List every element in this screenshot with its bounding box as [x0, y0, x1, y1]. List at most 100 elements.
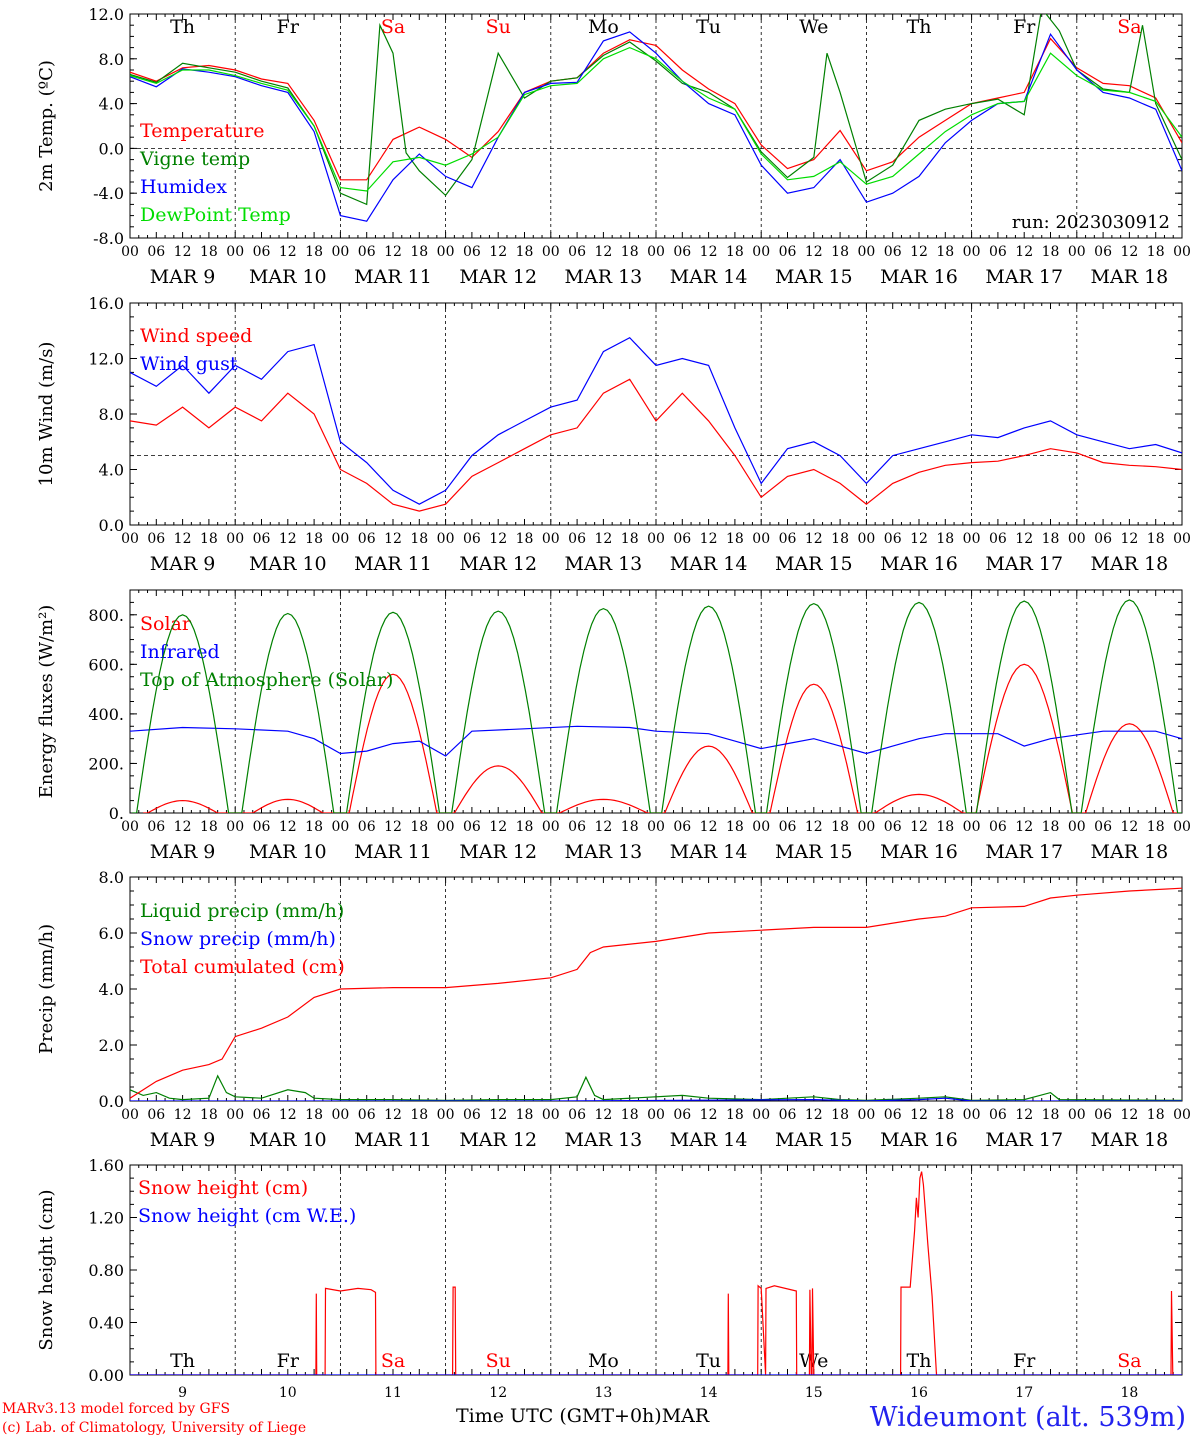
series-line-snow-height-cm- [130, 1171, 1182, 1375]
x-hour-label: 18 [831, 244, 849, 260]
series-line-snow-precip-mm-h- [130, 1097, 1182, 1101]
x-date-label: MAR 16 [880, 841, 958, 863]
x-hour-label: 18 [410, 819, 428, 835]
x-hour-label: 06 [989, 819, 1007, 835]
panel-4: 0.0 2.0 4.0 6.0 8.0 Precip (mm/h) 00 06 12 18 00 06… [36, 868, 1191, 1151]
y-tick-label: 0.00 [88, 1366, 124, 1385]
x-hour-label: 12 [594, 819, 612, 835]
y-tick-label: 800. [88, 606, 124, 625]
x-date-label: MAR 10 [249, 841, 327, 863]
x-date-label: MAR 9 [150, 266, 216, 288]
x-hour-label: 12 [489, 1107, 507, 1123]
weekday-label: Fr [1013, 1350, 1036, 1372]
x-date-label: MAR 15 [775, 1129, 853, 1151]
x-hour-label: 18 [200, 819, 218, 835]
x-hour-label: 00 [1068, 819, 1086, 835]
x-date-label: MAR 14 [670, 1129, 748, 1151]
weekday-label: Th [907, 1350, 932, 1372]
x-hour-label: 12 [700, 1107, 718, 1123]
x-hour-label: 00 [752, 244, 770, 260]
x-hour-label: 06 [673, 1107, 691, 1123]
y-tick-label: 8.0 [99, 405, 124, 424]
y-axis-label: Precip (mm/h) [36, 924, 57, 1054]
weekday-label: Sa [381, 16, 405, 38]
x-hour-label: 12 [489, 531, 507, 547]
y-tick-label: 12.0 [88, 350, 124, 369]
weekday-label: Th [907, 16, 932, 38]
x-hour-label: 00 [437, 1107, 455, 1123]
x-hour-label: 00 [542, 1107, 560, 1123]
y-tick-label: 1.60 [88, 1156, 124, 1175]
x-hour-label: 18 [200, 531, 218, 547]
x-hour-label: 06 [568, 531, 586, 547]
x-hour-label: 18 [936, 244, 954, 260]
x-hour-label: 00 [647, 531, 665, 547]
x-hour-label: 12 [805, 819, 823, 835]
x-hour-label: 12 [700, 819, 718, 835]
x-hour-label: 12 [279, 1107, 297, 1123]
y-tick-label: 12.0 [88, 5, 124, 24]
x-hour-label: 00 [1068, 1107, 1086, 1123]
x-hour-label: 06 [147, 819, 165, 835]
x-hour-label: 18 [726, 819, 744, 835]
x-hour-label: 12 [1120, 819, 1138, 835]
weekday-label: Tu [696, 1350, 721, 1372]
series-line-temperature [130, 37, 1182, 181]
x-day-number: 17 [1015, 1385, 1033, 1401]
x-date-label: MAR 13 [565, 266, 643, 288]
x-hour-label: 12 [1015, 1107, 1033, 1123]
x-hour-label: 12 [489, 244, 507, 260]
y-axis-label: Snow height (cm) [36, 1189, 57, 1350]
copyright-credit: (c) Lab. of Climatology, University of L… [2, 1420, 307, 1436]
x-hour-label: 12 [910, 531, 928, 547]
x-axis-month: MAR [661, 1405, 710, 1427]
x-hour-label: 12 [174, 531, 192, 547]
x-hour-label: 00 [121, 1107, 139, 1123]
weekday-label: Fr [1013, 16, 1036, 38]
legend-label: Temperature [140, 120, 264, 142]
x-hour-label: 00 [542, 244, 560, 260]
x-hour-label: 06 [463, 531, 481, 547]
x-hour-label: 12 [1120, 244, 1138, 260]
x-hour-label: 18 [200, 244, 218, 260]
x-hour-label: 06 [253, 1107, 271, 1123]
x-hour-label: 06 [253, 531, 271, 547]
x-date-label: MAR 14 [670, 266, 748, 288]
x-hour-label: 00 [647, 819, 665, 835]
weekday-label: Mo [588, 16, 619, 38]
y-tick-label: 0.0 [99, 1092, 124, 1111]
x-hour-label: 12 [700, 244, 718, 260]
x-date-label: MAR 14 [670, 553, 748, 575]
x-hour-label: 12 [384, 1107, 402, 1123]
x-hour-label: 18 [305, 244, 323, 260]
x-hour-label: 00 [647, 244, 665, 260]
x-hour-label: 12 [594, 244, 612, 260]
station-name: Wideumont (alt. 539m) [869, 1402, 1186, 1433]
x-hour-label: 00 [331, 531, 349, 547]
legend-label: Solar [140, 613, 192, 635]
x-hour-label: 18 [516, 1107, 534, 1123]
x-hour-label: 18 [516, 531, 534, 547]
x-hour-label: 06 [884, 819, 902, 835]
panel-3: 0. 200. 400. 600. 800. Energy fluxes (W/m²) 00… [36, 589, 1191, 863]
x-hour-label: 18 [621, 531, 639, 547]
x-hour-label: 00 [857, 244, 875, 260]
x-hour-label: 00 [226, 1107, 244, 1123]
panel-2: 0.0 4.0 8.0 12.0 16.0 10m Wind (m/s) 00 06 12 18 0… [36, 294, 1191, 575]
x-hour-label: 18 [831, 1107, 849, 1123]
x-hour-label: 06 [989, 1107, 1007, 1123]
y-tick-label: 2.0 [99, 1036, 124, 1055]
legend-label: Humidex [140, 176, 227, 198]
x-hour-label: 12 [384, 531, 402, 547]
x-hour-label: 00 [226, 244, 244, 260]
x-hour-label: 18 [621, 819, 639, 835]
legend-label: DewPoint Temp [140, 204, 291, 226]
x-hour-label: 18 [305, 531, 323, 547]
x-hour-label: 12 [910, 819, 928, 835]
y-tick-label: -8.0 [93, 229, 124, 248]
series-line-wind-speed [130, 378, 1182, 512]
x-hour-label: 00 [857, 531, 875, 547]
x-hour-label: 18 [516, 244, 534, 260]
x-hour-label: 06 [463, 1107, 481, 1123]
x-hour-label: 12 [594, 531, 612, 547]
